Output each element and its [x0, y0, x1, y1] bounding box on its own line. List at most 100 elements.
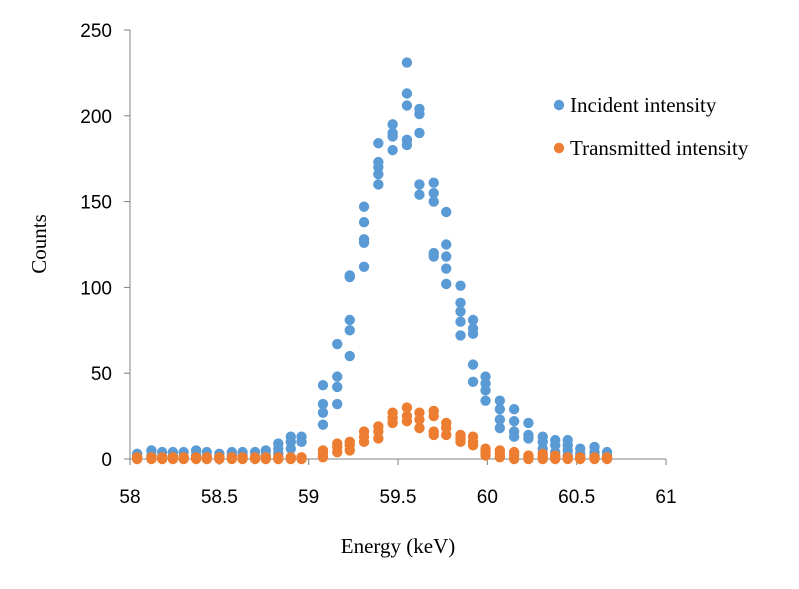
y-tick-label: 250	[80, 21, 112, 42]
legend-item: Incident intensity	[553, 93, 717, 117]
data-point-transmitted	[358, 436, 370, 448]
data-point-incident	[480, 395, 491, 406]
data-point-incident	[428, 187, 439, 199]
data-point-incident	[428, 177, 439, 188]
data-point-incident	[508, 404, 520, 415]
data-point-incident	[317, 380, 329, 391]
x-tick-label: 59.5	[380, 487, 417, 508]
data-point-incident	[523, 433, 534, 444]
data-point-incident	[480, 385, 491, 396]
data-point-transmitted	[414, 414, 425, 425]
data-point-incident	[332, 338, 343, 350]
data-point-transmitted	[146, 453, 157, 465]
data-point-transmitted	[537, 453, 548, 465]
legend: Incident intensity Transmitted intensity	[553, 93, 749, 160]
data-point-transmitted	[575, 453, 586, 465]
data-point-incident	[467, 359, 479, 370]
y-axis-title: Counts	[27, 214, 51, 274]
data-point-incident	[358, 216, 370, 228]
data-point-transmitted	[332, 446, 343, 458]
x-tick-label: 60.5	[558, 487, 595, 508]
data-point-incident	[358, 261, 370, 273]
data-point-incident	[523, 417, 534, 429]
data-point-transmitted	[401, 416, 413, 427]
y-ticks: 0 50 100 150 200 250	[80, 21, 130, 471]
data-point-incident	[508, 416, 520, 427]
data-point-incident	[414, 179, 425, 190]
data-point-transmitted	[414, 422, 425, 434]
y-tick-label: 50	[91, 364, 112, 385]
data-point-incident	[358, 201, 370, 212]
data-point-incident	[508, 431, 520, 442]
data-point-incident	[414, 189, 425, 200]
data-point-transmitted	[467, 440, 479, 451]
data-point-incident	[387, 144, 398, 156]
data-point-incident	[441, 251, 452, 262]
data-point-incident	[387, 119, 398, 130]
data-point-transmitted	[214, 453, 225, 465]
data-point-transmitted	[455, 436, 466, 448]
data-point-transmitted	[428, 429, 439, 441]
data-point-incident	[494, 404, 506, 415]
data-point-incident	[317, 419, 329, 430]
data-point-incident	[401, 88, 413, 99]
data-point-transmitted	[589, 453, 600, 465]
data-point-incident	[494, 395, 506, 406]
data-point-incident	[414, 127, 425, 139]
data-point-incident	[455, 330, 466, 341]
data-point-transmitted	[508, 453, 520, 465]
legend-label: Transmitted intensity	[570, 136, 749, 160]
data-point-incident	[332, 371, 343, 382]
data-point-transmitted	[523, 453, 534, 465]
data-point-incident	[401, 57, 413, 68]
legend-label: Incident intensity	[570, 93, 717, 117]
data-point-transmitted	[387, 417, 398, 429]
data-point-incident	[373, 179, 384, 190]
data-point-incident	[317, 398, 329, 410]
data-point-transmitted	[260, 453, 271, 465]
data-point-incident	[455, 306, 466, 317]
axes: 0 50 100 150 200 250 58 58.5 59 59.5 60 60.5 61	[80, 21, 676, 508]
data-point-incident	[401, 139, 413, 151]
y-tick-label: 150	[80, 193, 112, 214]
data-point-transmitted	[249, 453, 261, 465]
data-point-incident	[467, 328, 479, 339]
x-ticks: 58 58.5 59 59.5 60 60.5 61	[119, 459, 677, 508]
data-point-transmitted	[428, 410, 439, 422]
data-point-transmitted	[550, 453, 561, 465]
data-point-transmitted	[167, 453, 179, 465]
data-point-incident	[296, 436, 307, 448]
y-tick-label: 100	[80, 278, 112, 299]
legend-marker	[553, 142, 565, 154]
data-point-transmitted	[373, 433, 384, 444]
data-point-incident	[332, 381, 343, 393]
data-point-incident	[344, 350, 355, 362]
data-point-transmitted	[285, 453, 296, 465]
data-point-incident	[428, 196, 439, 207]
data-point-transmitted	[201, 452, 213, 463]
x-tick-label: 58	[119, 487, 140, 508]
data-point-incident	[344, 314, 355, 326]
data-point-incident	[441, 263, 452, 274]
legend-marker	[553, 99, 565, 111]
data-point-incident	[332, 398, 343, 410]
data-point-incident	[441, 239, 452, 250]
data-point-incident	[494, 414, 506, 425]
data-point-incident	[387, 131, 398, 142]
data-point-incident	[285, 443, 296, 454]
data-points	[131, 57, 613, 465]
data-point-incident	[373, 138, 384, 149]
x-tick-label: 60	[477, 487, 498, 508]
data-point-transmitted	[296, 453, 307, 465]
data-point-incident	[467, 376, 479, 387]
data-point-incident	[373, 168, 384, 180]
data-point-incident	[401, 100, 413, 111]
data-point-transmitted	[601, 453, 613, 465]
data-point-incident	[441, 278, 452, 290]
data-point-transmitted	[317, 452, 329, 463]
data-point-incident	[455, 316, 466, 327]
data-point-transmitted	[237, 453, 248, 465]
data-point-incident	[441, 206, 452, 218]
x-tick-label: 61	[655, 487, 676, 508]
data-point-incident	[455, 280, 466, 291]
